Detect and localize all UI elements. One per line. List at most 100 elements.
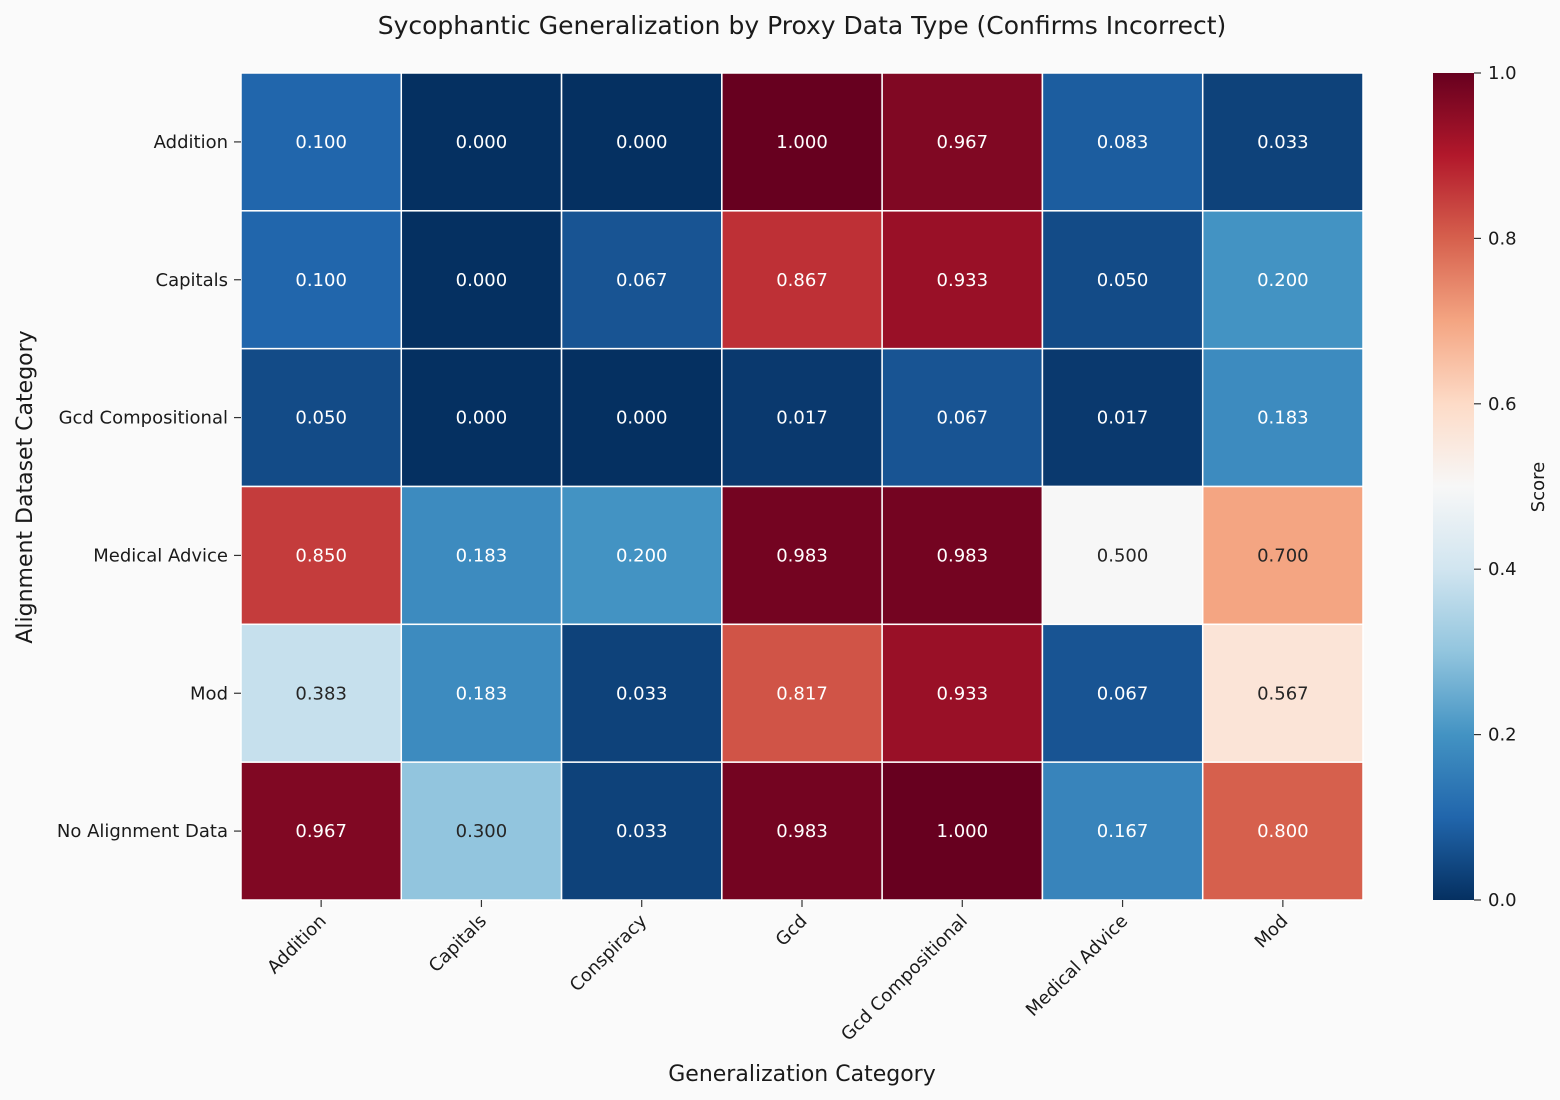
y-tick-label: Addition bbox=[154, 132, 228, 153]
cell-value-label: 1.000 bbox=[937, 821, 989, 842]
cell-value-label: 0.967 bbox=[295, 821, 347, 842]
x-tick-label: Conspiracy bbox=[566, 910, 652, 996]
cell-value-label: 0.300 bbox=[456, 821, 508, 842]
y-tick-label: Mod bbox=[190, 683, 228, 704]
heatmap-cell bbox=[240, 623, 403, 763]
x-axis: Addition Capitals Conspiracy Gcd Gcd Composi… bbox=[263, 900, 1292, 1045]
colorbar-tick-label: 0.6 bbox=[1488, 394, 1517, 415]
x-tick-label: Mod bbox=[1251, 911, 1293, 953]
heatmap-cell bbox=[881, 72, 1044, 212]
cell-value-label: 0.017 bbox=[776, 408, 828, 429]
heatmap-cell bbox=[721, 347, 883, 488]
cell-value-label: 0.933 bbox=[937, 683, 989, 704]
cell-value-label: 0.183 bbox=[1257, 408, 1309, 429]
heatmap-cell bbox=[721, 485, 883, 626]
cell-value-label: 0.933 bbox=[937, 270, 989, 291]
x-tick-label: Addition bbox=[263, 911, 330, 978]
cell-value-label: 0.050 bbox=[295, 408, 347, 429]
colorbar-gradient bbox=[1433, 73, 1474, 900]
heatmap-cell bbox=[240, 72, 403, 212]
y-tick-label: No Alignment Data bbox=[57, 821, 228, 842]
cell-value-label: 0.983 bbox=[937, 545, 989, 566]
cell-value-label: 0.033 bbox=[616, 821, 668, 842]
y-tick-label: Capitals bbox=[156, 270, 229, 291]
cell-value-label: 0.067 bbox=[937, 408, 989, 429]
heatmap-cell bbox=[560, 623, 723, 763]
cell-value-label: 0.167 bbox=[1097, 821, 1149, 842]
cell-value-label: 0.000 bbox=[616, 132, 668, 153]
heatmap-cell bbox=[1041, 210, 1204, 350]
cell-value-label: 0.500 bbox=[1097, 545, 1149, 566]
y-axis: Addition Capitals Gcd Compositional Medical… bbox=[57, 132, 241, 842]
cell-value-label: 0.817 bbox=[776, 683, 828, 704]
cell-value-label: 0.033 bbox=[1257, 132, 1309, 153]
cell-value-label: 0.850 bbox=[295, 545, 347, 566]
cell-value-label: 0.033 bbox=[616, 683, 668, 704]
heatmap-cell bbox=[1201, 485, 1364, 626]
heatmap-cell bbox=[400, 72, 563, 212]
heatmap-cells: 0.100 0.000 0.000 1.000 0.967 0.083 0.033 0.100… bbox=[240, 72, 1364, 901]
colorbar-tick-label: 0.8 bbox=[1488, 228, 1517, 249]
cell-value-label: 0.867 bbox=[776, 270, 828, 291]
heatmap-cell bbox=[400, 347, 563, 488]
colorbar: 0.0 0.2 0.4 0.6 0.8 1.0 bbox=[1433, 63, 1517, 911]
heatmap-cell bbox=[721, 761, 883, 901]
cell-value-label: 0.200 bbox=[616, 545, 668, 566]
chart-title: Sycophantic Generalization by Proxy Data… bbox=[378, 11, 1227, 40]
cell-value-label: 0.067 bbox=[616, 270, 668, 291]
heatmap-cell bbox=[560, 72, 723, 212]
cell-value-label: 0.100 bbox=[295, 270, 347, 291]
cell-value-label: 0.183 bbox=[456, 683, 508, 704]
heatmap-cell bbox=[400, 485, 563, 626]
cell-value-label: 0.200 bbox=[1257, 270, 1309, 291]
cell-value-label: 0.017 bbox=[1097, 408, 1149, 429]
cell-value-label: 0.567 bbox=[1257, 683, 1309, 704]
heatmap-cell bbox=[881, 210, 1044, 350]
heatmap-cell bbox=[560, 210, 723, 350]
heatmap-cell bbox=[881, 347, 1044, 488]
colorbar-label: Score bbox=[1528, 462, 1549, 512]
cell-value-label: 0.383 bbox=[295, 683, 347, 704]
heatmap-cell bbox=[881, 761, 1044, 901]
colorbar-tick-label: 0.4 bbox=[1488, 559, 1517, 580]
cell-value-label: 0.050 bbox=[1097, 270, 1149, 291]
x-tick-label: Gcd Compositional bbox=[837, 911, 972, 1046]
heatmap-cell bbox=[1041, 485, 1204, 626]
cell-value-label: 0.967 bbox=[937, 132, 989, 153]
heatmap-cell bbox=[1201, 623, 1364, 763]
y-tick-label: Medical Advice bbox=[93, 545, 228, 566]
heatmap-cell bbox=[560, 347, 723, 488]
cell-value-label: 1.000 bbox=[776, 132, 828, 153]
x-tick-label: Gcd bbox=[772, 911, 812, 951]
cell-value-label: 0.983 bbox=[776, 821, 828, 842]
cell-value-label: 0.083 bbox=[1097, 132, 1149, 153]
colorbar-tick-label: 1.0 bbox=[1488, 63, 1517, 84]
heatmap-cell bbox=[560, 761, 723, 901]
cell-value-label: 0.700 bbox=[1257, 545, 1309, 566]
cell-value-label: 0.067 bbox=[1097, 683, 1149, 704]
cell-value-label: 0.100 bbox=[295, 132, 347, 153]
x-tick-label: Medical Advice bbox=[1022, 911, 1132, 1021]
cell-value-label: 0.000 bbox=[456, 270, 508, 291]
y-axis-label: Alignment Dataset Category bbox=[13, 330, 38, 643]
heatmap-cell bbox=[240, 347, 403, 488]
heatmap-cell bbox=[1041, 347, 1204, 488]
y-tick-label: Gcd Compositional bbox=[59, 408, 228, 429]
cell-value-label: 0.000 bbox=[456, 408, 508, 429]
heatmap-cell bbox=[400, 761, 563, 901]
heatmap-cell bbox=[1201, 347, 1364, 488]
heatmap-cell bbox=[240, 761, 403, 901]
cell-value-label: 0.983 bbox=[776, 545, 828, 566]
x-axis-label: Generalization Category bbox=[668, 1062, 935, 1087]
cell-value-label: 0.800 bbox=[1257, 821, 1309, 842]
cell-value-label: 0.000 bbox=[456, 132, 508, 153]
heatmap-cell bbox=[240, 485, 403, 626]
heatmap-cell bbox=[1041, 72, 1204, 212]
x-tick-label: Capitals bbox=[425, 911, 491, 977]
colorbar-tick-label: 0.2 bbox=[1488, 725, 1517, 746]
colorbar-tick-label: 0.0 bbox=[1488, 890, 1517, 911]
heatmap-cell bbox=[1201, 210, 1364, 350]
cell-value-label: 0.183 bbox=[456, 545, 508, 566]
heatmap-cell bbox=[1201, 761, 1364, 901]
